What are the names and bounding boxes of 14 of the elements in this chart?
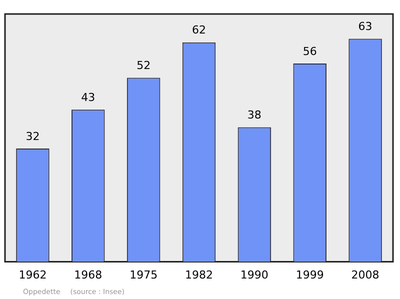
x-tick-label: 2008 bbox=[351, 268, 380, 282]
data-label: 62 bbox=[192, 24, 206, 37]
x-tick-label: 1975 bbox=[130, 268, 158, 282]
x-tick-label: 1968 bbox=[74, 268, 102, 282]
x-tick-label: 1982 bbox=[185, 268, 213, 282]
data-label: 56 bbox=[302, 44, 317, 58]
x-tick-label: 1962 bbox=[18, 268, 47, 282]
data-label: 38 bbox=[247, 108, 262, 122]
data-label: 43 bbox=[81, 90, 96, 104]
x-tick-label: 1990 bbox=[240, 268, 268, 282]
data-label: 52 bbox=[136, 59, 151, 72]
data-label: 32 bbox=[26, 130, 40, 143]
x-tick-label: 1999 bbox=[296, 268, 324, 282]
data-label: 63 bbox=[358, 20, 372, 34]
